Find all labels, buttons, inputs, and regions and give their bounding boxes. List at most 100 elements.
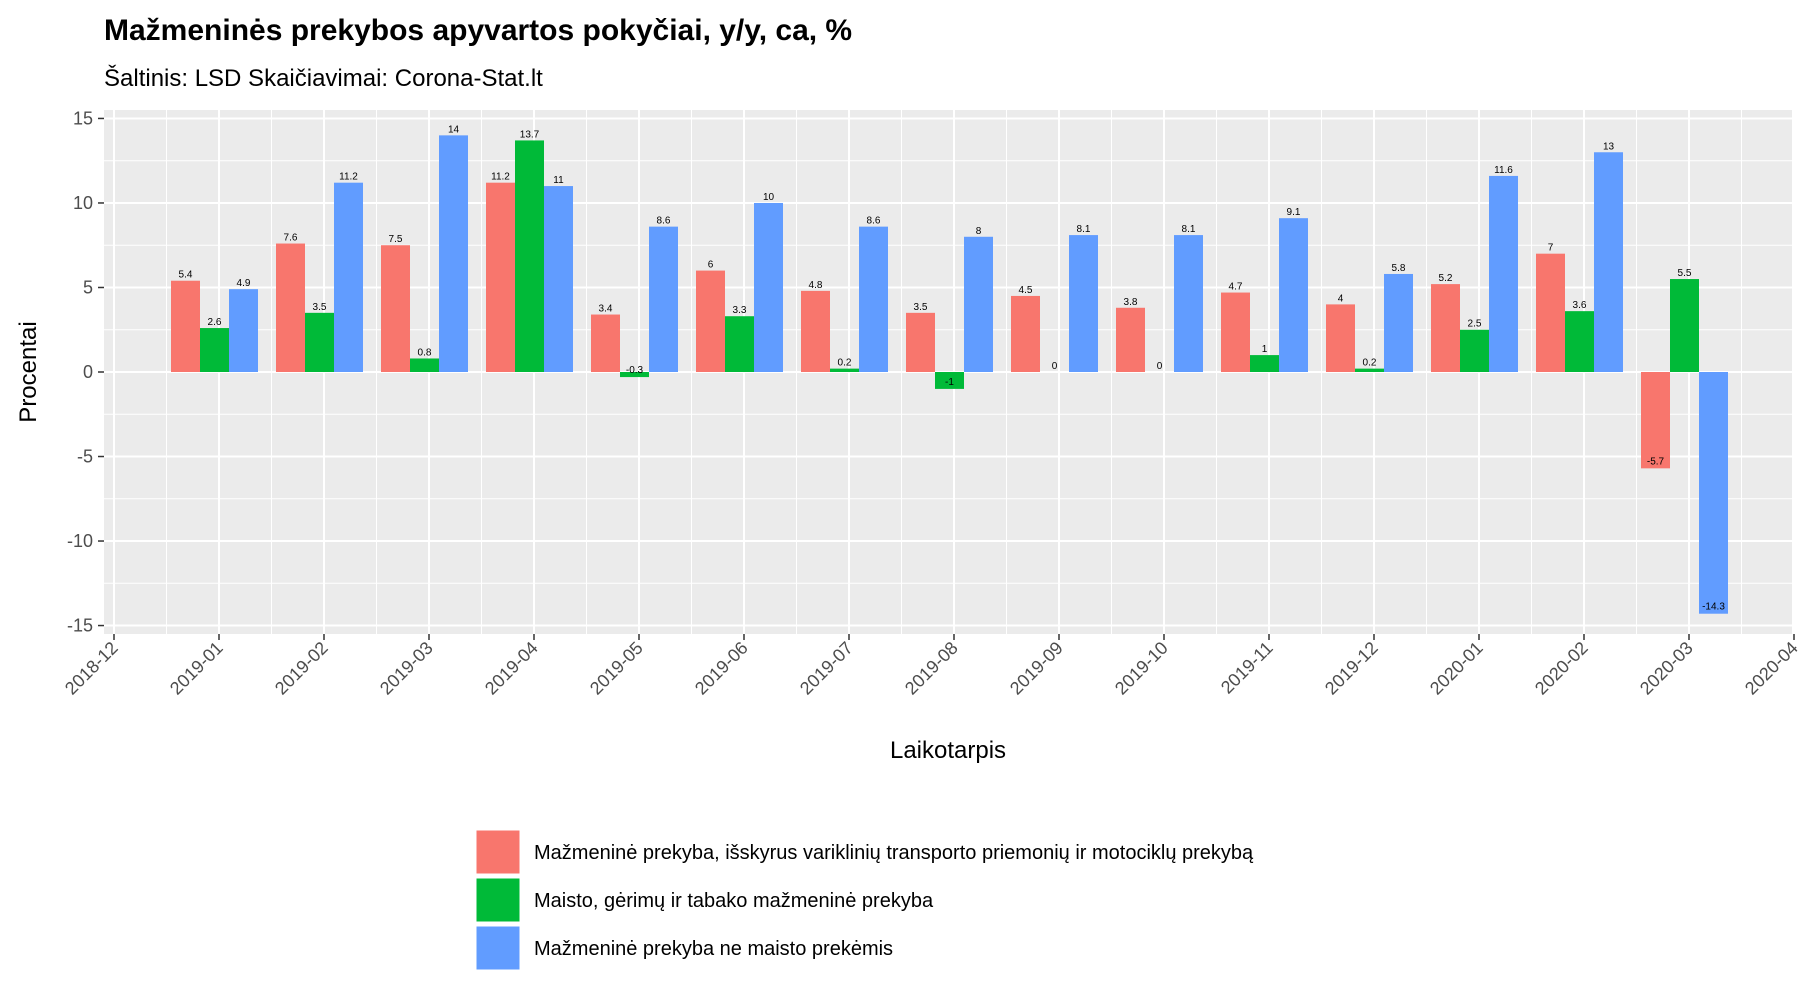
x-tick-label: 2020-02 xyxy=(1531,638,1592,699)
bar xyxy=(649,226,678,372)
y-tick-label: 15 xyxy=(73,108,93,128)
data-label: -5.7 xyxy=(1647,456,1665,467)
bar xyxy=(171,280,200,372)
bars xyxy=(171,135,1728,614)
bar xyxy=(935,372,964,389)
bar xyxy=(276,243,305,372)
chart-title: Mažmeninės prekybos apyvartos pokyčiai, … xyxy=(104,14,852,47)
data-label: 3.8 xyxy=(1124,297,1138,308)
data-label: 10 xyxy=(763,192,775,203)
legend-label: Mažmeninė prekyba, išskyrus variklinių t… xyxy=(534,842,1254,864)
bar xyxy=(1069,235,1098,372)
data-label: 5.2 xyxy=(1439,273,1453,284)
bar xyxy=(1250,355,1279,372)
bar xyxy=(906,312,935,372)
data-label: 8 xyxy=(976,226,982,237)
x-tick-label: 2019-12 xyxy=(1321,638,1382,699)
data-label: 2.5 xyxy=(1468,319,1482,330)
data-label: 9.1 xyxy=(1287,207,1301,218)
data-label: 0.8 xyxy=(418,347,432,358)
bar xyxy=(1279,218,1308,372)
data-label: 3.3 xyxy=(733,305,747,316)
bar xyxy=(1460,329,1489,372)
y-tick-label: 5 xyxy=(83,277,93,297)
bar xyxy=(410,358,439,372)
y-tick-label: -10 xyxy=(67,531,93,551)
data-label: 4 xyxy=(1338,293,1344,304)
bar xyxy=(1431,284,1460,372)
data-label: -0.3 xyxy=(626,365,644,376)
data-label: 3.4 xyxy=(599,304,613,315)
data-label: 5.4 xyxy=(179,270,193,281)
x-tick-label: 2019-06 xyxy=(691,638,752,699)
data-label: 0 xyxy=(1157,361,1163,372)
bar xyxy=(859,226,888,372)
bar xyxy=(1641,372,1670,469)
bar xyxy=(830,368,859,372)
data-label: 11.6 xyxy=(1494,165,1513,176)
data-label: 4.5 xyxy=(1019,285,1033,296)
x-axis: 2018-12 2019-01 2019-02 2019-03 2019-04 2019-… xyxy=(61,634,1800,699)
bar xyxy=(1326,304,1355,372)
x-tick-label: 2019-01 xyxy=(166,638,227,699)
x-tick-label: 2018-12 xyxy=(61,638,122,699)
data-label: 13 xyxy=(1603,141,1615,152)
data-label: -1 xyxy=(945,377,954,388)
data-label: 3.6 xyxy=(1573,300,1587,311)
y-axis: 15 10 5 0 -5 -10 -15 xyxy=(67,108,104,636)
bar xyxy=(964,236,993,372)
chart-subtitle: Šaltinis: LSD Skaičiavimai: Corona-Stat.… xyxy=(104,64,543,92)
bar xyxy=(1116,307,1145,372)
data-label: 4.8 xyxy=(809,280,823,291)
data-label: 13.7 xyxy=(520,129,540,140)
legend: Mažmeninė prekyba, išskyrus variklinių t… xyxy=(475,829,1254,971)
data-labels: 5.42.64.97.63.511.27.50.81411.213.7113.4… xyxy=(179,124,1726,612)
y-axis-title: Procentai xyxy=(15,321,42,422)
x-tick-label: 2019-02 xyxy=(271,638,332,699)
y-tick-label: 0 xyxy=(83,362,93,382)
data-label: 0.2 xyxy=(838,358,852,369)
x-tick-label: 2019-08 xyxy=(901,638,962,699)
data-label: 4.7 xyxy=(1229,282,1243,293)
bar xyxy=(1221,292,1250,372)
data-label: 2.6 xyxy=(208,317,222,328)
data-label: 3.5 xyxy=(914,302,928,313)
bar xyxy=(1699,372,1728,614)
bar xyxy=(486,182,515,372)
bar xyxy=(725,316,754,372)
bar xyxy=(381,245,410,372)
data-label: -14.3 xyxy=(1702,602,1725,613)
y-tick-label: -15 xyxy=(67,616,93,636)
bar xyxy=(754,202,783,372)
x-tick-label: 2019-04 xyxy=(481,638,542,699)
x-tick-label: 2019-03 xyxy=(376,638,437,699)
x-tick-label: 2019-10 xyxy=(1111,638,1172,699)
data-label: 5.8 xyxy=(1392,263,1406,274)
legend-key xyxy=(475,829,521,875)
data-label: 1 xyxy=(1262,344,1268,355)
data-label: 0.2 xyxy=(1363,358,1377,369)
data-label: 8.1 xyxy=(1077,224,1091,235)
bar xyxy=(696,270,725,372)
legend-label: Maisto, gėrimų ir tabako mažmeninė preky… xyxy=(534,890,934,912)
y-tick-label: 10 xyxy=(73,193,93,213)
x-tick-label: 2020-03 xyxy=(1636,638,1697,699)
data-label: 7 xyxy=(1548,243,1554,254)
bar xyxy=(1536,253,1565,372)
y-tick-label: -5 xyxy=(77,447,93,467)
bar xyxy=(200,328,229,372)
legend-key xyxy=(475,877,521,923)
data-label: 6 xyxy=(708,260,714,271)
x-tick-label: 2020-04 xyxy=(1741,638,1800,699)
data-label: 0 xyxy=(1052,361,1058,372)
bar xyxy=(515,140,544,372)
bar xyxy=(1174,235,1203,372)
bar xyxy=(1670,279,1699,372)
x-tick-label: 2019-09 xyxy=(1006,638,1067,699)
data-label: 11 xyxy=(553,175,564,186)
x-tick-label: 2019-11 xyxy=(1217,638,1277,698)
bar xyxy=(1565,311,1594,372)
bar xyxy=(1355,368,1384,372)
data-label: 8.6 xyxy=(657,216,671,227)
